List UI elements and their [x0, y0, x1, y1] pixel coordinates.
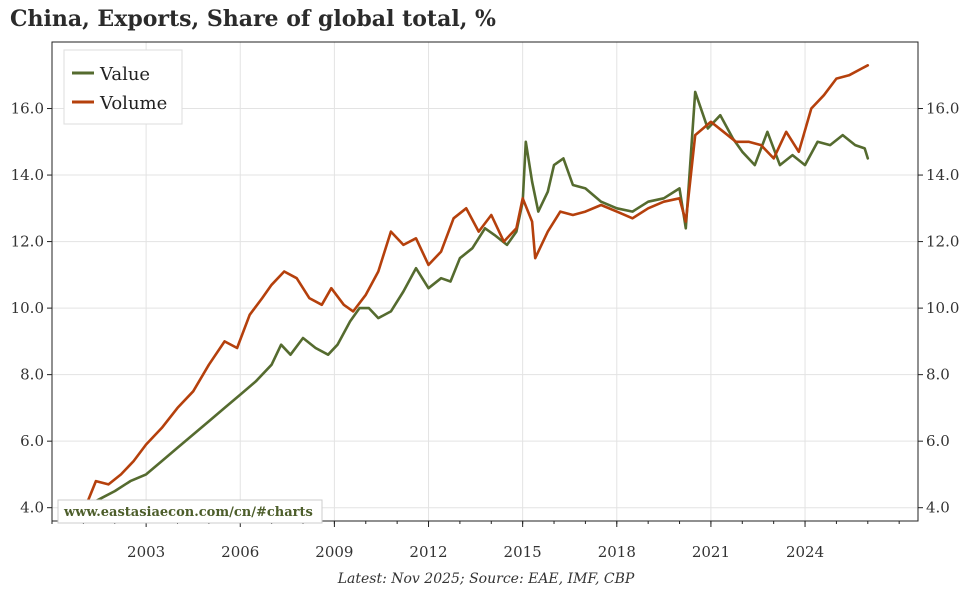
x-tick-label: 2003	[127, 543, 165, 561]
y-tick-label-right: 6.0	[926, 432, 950, 450]
source-note: Latest: Nov 2025; Source: EAE, IMF, CBP	[337, 571, 635, 587]
y-axis-ticks: 4.0 4.0 6.0 6.0 8.0 8.0 10.0 10.0 12.0 12.0 14.0 14…	[11, 100, 960, 517]
legend-label-value: Value	[99, 64, 150, 85]
y-tick-label-left: 14.0	[11, 166, 44, 184]
y-tick-label-right: 8.0	[926, 366, 950, 384]
y-tick-label-left: 12.0	[11, 233, 44, 251]
x-tick-label: 2021	[692, 543, 730, 561]
chart-title: China, Exports, Share of global total, %	[10, 6, 496, 32]
series-lines	[85, 64, 870, 506]
x-tick-label: 2006	[221, 543, 259, 561]
x-axis-ticks: 2003 2006 2009 2012 2015 2018 2021 2024	[51, 521, 900, 561]
plot-area-frame	[51, 41, 919, 522]
y-tick-label-left: 10.0	[11, 299, 44, 317]
y-tick-label-right: 14.0	[926, 166, 959, 184]
x-tick-label: 2009	[315, 543, 353, 561]
series-line-value	[88, 90, 870, 506]
legend: Value Volume	[63, 49, 183, 125]
y-tick-label-left: 4.0	[20, 499, 44, 517]
watermark-box: www.eastasiaecon.com/cn/#charts	[57, 499, 323, 524]
y-tick-label-right: 16.0	[926, 100, 959, 118]
x-tick-label: 2015	[504, 543, 542, 561]
x-tick-label: 2012	[409, 543, 447, 561]
y-tick-label-right: 10.0	[926, 299, 959, 317]
series-line-volume	[85, 64, 870, 506]
y-tick-label-right: 4.0	[926, 499, 950, 517]
y-tick-label-left: 6.0	[20, 432, 44, 450]
watermark: www.eastasiaecon.com/cn/#charts	[63, 505, 313, 520]
x-tick-label: 2024	[786, 543, 824, 561]
y-tick-label-left: 16.0	[11, 100, 44, 118]
y-tick-label-right: 12.0	[926, 233, 959, 251]
x-tick-label: 2018	[598, 543, 636, 561]
legend-label-volume: Volume	[99, 93, 167, 114]
y-tick-label-left: 8.0	[20, 366, 44, 384]
legend-box	[63, 49, 183, 125]
